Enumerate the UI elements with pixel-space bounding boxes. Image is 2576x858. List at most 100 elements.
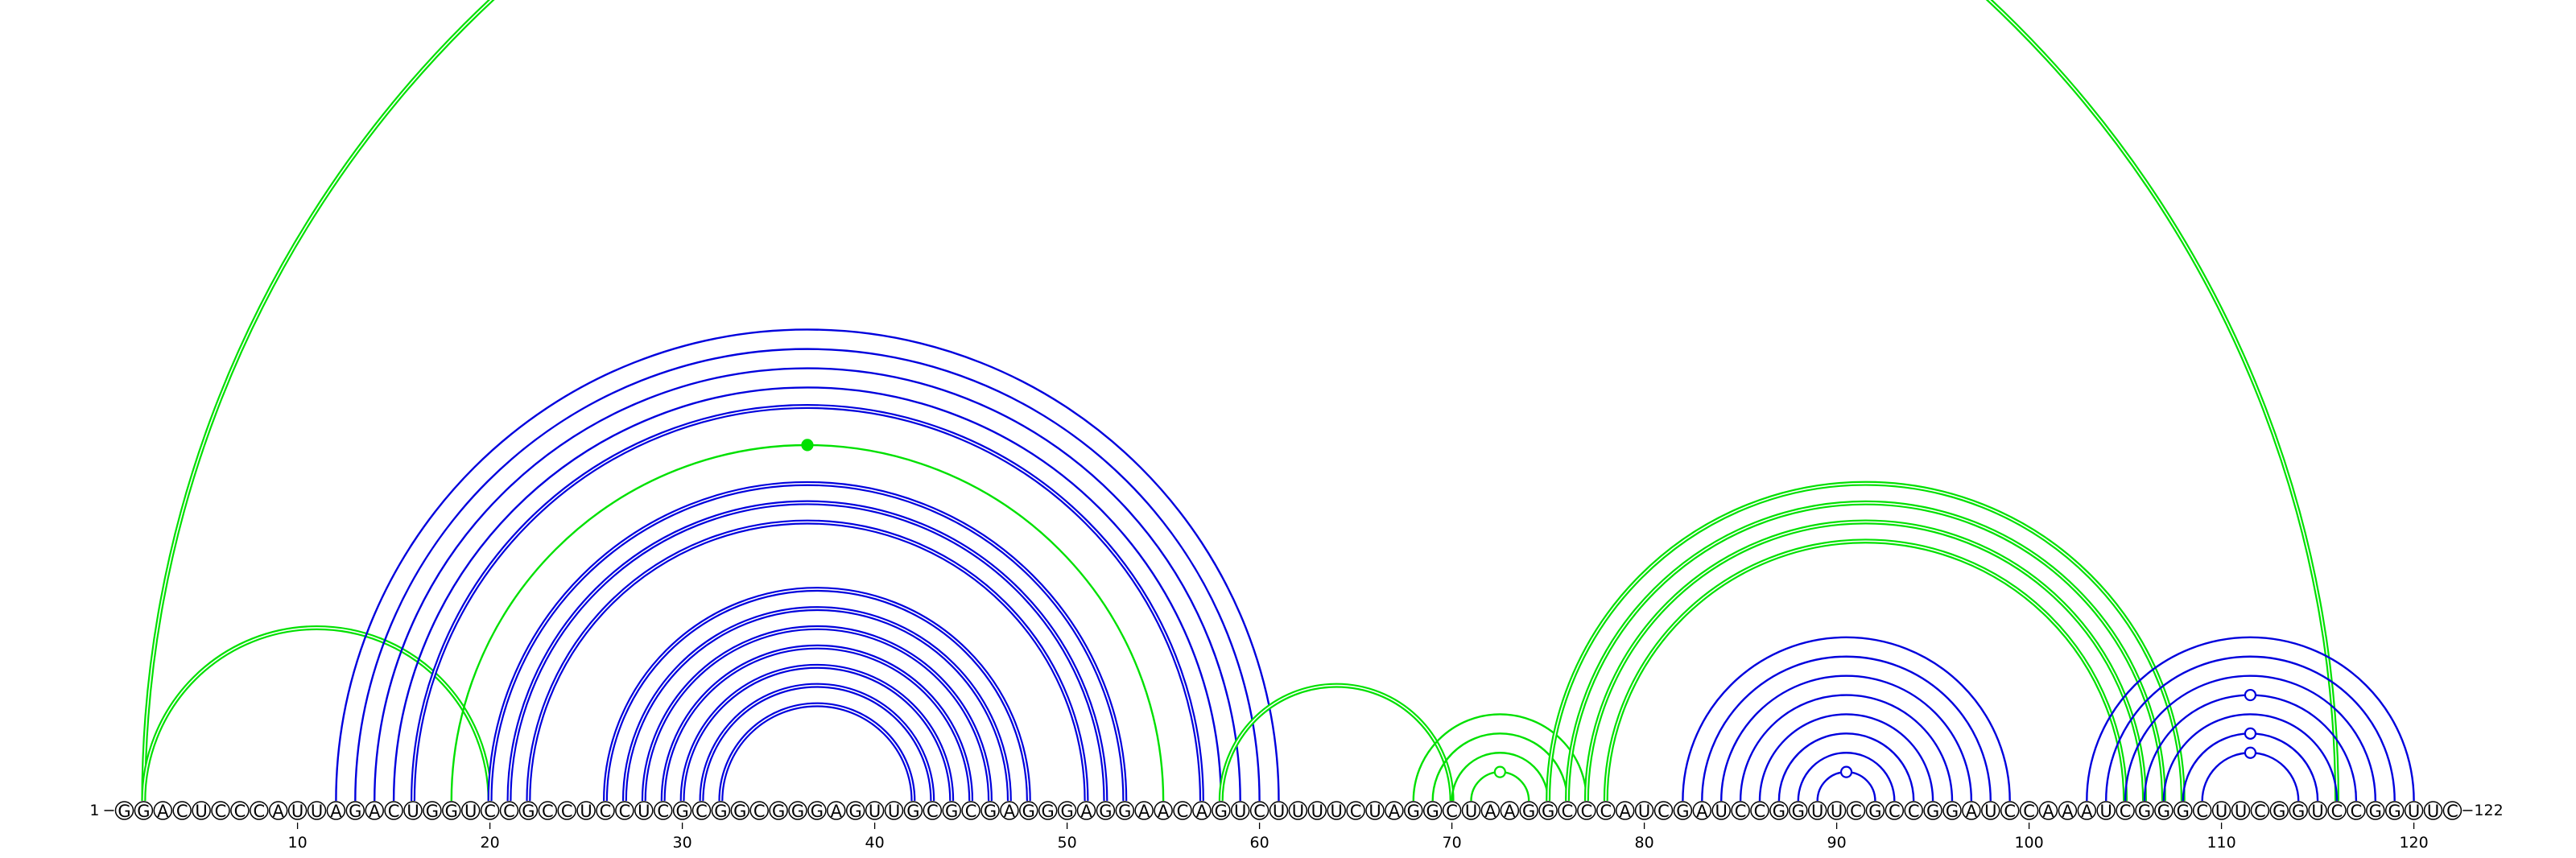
nucleotide: G (2135, 801, 2154, 821)
arc-apex-marker (1839, 765, 1853, 778)
nucleotide: U (1634, 801, 1654, 821)
nucleotide: G (345, 801, 365, 821)
nucleotide: A (1385, 801, 1404, 821)
nucleotide-letter: C (253, 802, 265, 821)
nucleotide: A (268, 801, 288, 821)
nucleotide: A (1134, 801, 1154, 821)
nucleotide: A (365, 801, 384, 821)
nucleotide-letter: U (1831, 802, 1843, 821)
nucleotide: C (1731, 801, 1750, 821)
nucleotide: A (2077, 801, 2097, 821)
base-pair-arc-107-116 (2162, 713, 2339, 802)
nucleotide-letter: A (330, 802, 342, 821)
nucleotide-letter: C (657, 802, 669, 821)
base-pair-arc-16-57 (411, 404, 1204, 802)
nucleotide: G (903, 801, 923, 821)
nucleotide: C (557, 801, 576, 821)
base-pair-arc-58-70 (1218, 683, 1455, 802)
nucleotide: U (460, 801, 481, 821)
nucleotide-letter: G (1022, 802, 1035, 821)
nucleotide-letter: G (1792, 802, 1805, 821)
nucleotide-letter: U (1984, 802, 1996, 821)
nucleotide-letter: U (464, 802, 477, 821)
nucleotide: C (961, 801, 980, 821)
nucleotide: G (1115, 801, 1135, 821)
nucleotide-letter: C (176, 802, 188, 821)
nucleotide-letter: G (1426, 802, 1439, 821)
nucleotide: U (1269, 801, 1289, 821)
nucleotide: G (807, 801, 827, 821)
nucleotide: G (1538, 801, 1558, 821)
nucleotide: G (769, 801, 788, 821)
nucleotide-letter: G (522, 802, 535, 821)
nucleotide-letter: A (1620, 802, 1632, 821)
nucleotide: A (2058, 801, 2078, 821)
nucleotide-letter: C (388, 802, 400, 821)
base-pair-arc-20-53 (487, 481, 1128, 802)
nucleotide-letter: G (791, 802, 804, 821)
nucleotide: A (1480, 801, 1501, 821)
nucleotide: A (1154, 801, 1173, 821)
nucleotide-letter: G (849, 802, 862, 821)
nucleotide-letter: C (1581, 802, 1593, 821)
nucleotide-letter: G (137, 802, 150, 821)
nucleotide-letter: G (349, 802, 361, 821)
base-pair-arc-70-75 (1451, 752, 1550, 802)
nucleotide-letter: G (445, 802, 458, 821)
nucleotide-letter: G (2369, 802, 2382, 821)
base-pair-arc-75-108 (1546, 481, 2186, 802)
nucleotide-letter: G (1676, 802, 1689, 821)
nucleotide-letter: U (1273, 802, 1285, 821)
nucleotide: C (2192, 801, 2212, 821)
nucleotide: G (1769, 801, 1789, 821)
arc-apex-marker (2244, 688, 2257, 702)
base-pair-arc-103-120 (2086, 636, 2415, 802)
nucleotide: A (1692, 801, 1712, 821)
nucleotide-letter: G (1522, 802, 1535, 821)
nucleotide: U (865, 801, 885, 821)
base-pair-arc-104-119 (2105, 655, 2396, 802)
base-pair-arc-82-99 (1682, 636, 2011, 802)
nucleotide: C (1653, 801, 1674, 821)
nucleotide: U (287, 801, 308, 821)
base-pair-arc-88-93 (1797, 752, 1896, 802)
nucleotide-letter: A (1004, 802, 1016, 821)
nucleotide-letter: A (1966, 802, 1978, 821)
base-pair-arc-77-106 (1583, 519, 2147, 802)
nucleotide: G (1096, 801, 1116, 821)
base-pair-arc-31-43 (699, 683, 935, 802)
tick-label: 40 (865, 834, 885, 852)
sequence-end-label: 122 (2474, 802, 2503, 819)
nucleotide-letter: U (2427, 802, 2439, 821)
nucleotide-letter: U (407, 802, 419, 821)
nucleotide-letter: C (503, 802, 515, 821)
tick-label: 20 (481, 834, 500, 852)
nucleotide: G (980, 801, 1000, 821)
nucleotide: U (2308, 801, 2327, 821)
arc-apex-marker (2244, 746, 2257, 759)
nucleotide-letter: C (619, 802, 631, 821)
nucleotide-letter: U (195, 802, 207, 821)
nucleotide: U (1327, 801, 1346, 821)
nucleotide-letter: C (1446, 802, 1458, 821)
nucleotide: G (711, 801, 731, 821)
position-axis: 10 20 30 40 50 60 70 80 90 100 110 120 (288, 823, 2429, 852)
base-pair-arc-21-52 (506, 500, 1108, 802)
nucleotide: U (634, 801, 654, 821)
base-pair-arc-86-95 (1758, 713, 1934, 802)
nucleotide-letter: A (1080, 802, 1092, 821)
nucleotide: C (615, 801, 634, 821)
nucleotide: U (2096, 801, 2116, 821)
nucleotide-letter: A (1696, 802, 1708, 821)
nucleotide-letter: G (1926, 802, 1939, 821)
nucleotide: C (538, 801, 558, 821)
nucleotide: C (384, 801, 403, 821)
nucleotide: G (730, 801, 750, 821)
nucleotide-letter: A (2081, 802, 2093, 821)
nucleotide: C (596, 801, 615, 821)
nucleotide: G (788, 801, 807, 821)
nucleotide-letter: C (2023, 802, 2035, 821)
nucleotide-letter: U (2311, 802, 2323, 821)
nucleotide-letter: U (2100, 802, 2112, 821)
nucleotide: G (1019, 801, 1038, 821)
